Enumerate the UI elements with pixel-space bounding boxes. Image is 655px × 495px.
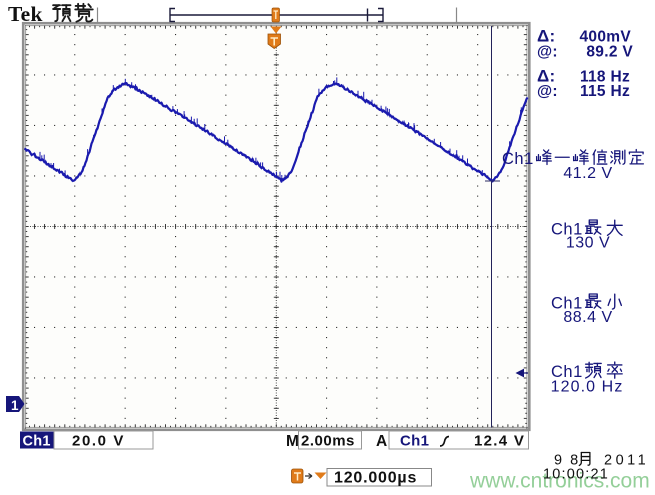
svg-text:@:: @: xyxy=(537,44,558,61)
svg-text:Δ:: Δ: xyxy=(537,27,555,46)
svg-text:Ch1: Ch1 xyxy=(551,221,583,239)
svg-text:9 8: 9 8 xyxy=(554,453,580,469)
svg-text:Ch1: Ch1 xyxy=(23,434,51,450)
svg-text:2011: 2011 xyxy=(604,453,649,469)
svg-text:12.4 V: 12.4 V xyxy=(474,433,525,450)
svg-text:88.4 V: 88.4 V xyxy=(563,309,612,326)
svg-text:130 V: 130 V xyxy=(566,235,610,252)
svg-text:Ch1: Ch1 xyxy=(551,363,583,381)
svg-text:Ch1: Ch1 xyxy=(502,150,534,168)
svg-text:115 Hz: 115 Hz xyxy=(580,83,630,100)
svg-text:400mV: 400mV xyxy=(580,29,632,46)
svg-text:Δ:: Δ: xyxy=(537,67,555,86)
svg-text:@:: @: xyxy=(537,83,558,100)
svg-text:10:00:21: 10:00:21 xyxy=(543,467,609,483)
svg-text:118 Hz: 118 Hz xyxy=(580,69,630,86)
svg-text:1: 1 xyxy=(11,398,19,413)
svg-text:120.0 Hz: 120.0 Hz xyxy=(551,379,624,396)
svg-text:41.2 V: 41.2 V xyxy=(563,165,612,182)
svg-text:Ch1: Ch1 xyxy=(551,295,583,313)
svg-text:Ch1: Ch1 xyxy=(400,433,429,450)
svg-text:M: M xyxy=(286,433,299,450)
svg-text:89.2 V: 89.2 V xyxy=(586,44,633,61)
svg-text:Tek: Tek xyxy=(8,2,43,26)
svg-text:A: A xyxy=(376,433,388,450)
svg-text:www.cntronics.com: www.cntronics.com xyxy=(469,470,650,493)
svg-text:120.000µs: 120.000µs xyxy=(334,470,417,487)
svg-text:20.0 V: 20.0 V xyxy=(72,433,125,450)
svg-text:2.00ms: 2.00ms xyxy=(301,433,355,450)
